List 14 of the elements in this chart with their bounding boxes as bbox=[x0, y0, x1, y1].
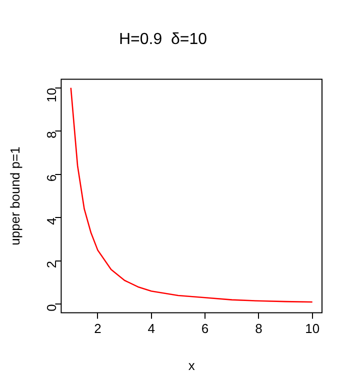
x-tick-label: 4 bbox=[148, 321, 155, 336]
x-axis-title: x bbox=[188, 358, 196, 373]
y-tick-label: 6 bbox=[44, 174, 59, 182]
y-tick-label: 0 bbox=[44, 304, 59, 312]
y-tick-label: 2 bbox=[44, 260, 59, 268]
x-tick-label: 6 bbox=[201, 321, 209, 336]
x-tick-label: 8 bbox=[255, 321, 262, 336]
x-tick-label: 2 bbox=[94, 321, 102, 336]
y-tick-label: 4 bbox=[44, 218, 59, 225]
x-tick-label: 10 bbox=[305, 321, 320, 336]
y-tick-label: 10 bbox=[44, 88, 59, 102]
chart-title: H=0.9 δ=10 bbox=[118, 31, 208, 48]
y-axis-title: upper bound p=1 bbox=[7, 146, 22, 246]
y-tick-label: 8 bbox=[44, 131, 59, 138]
